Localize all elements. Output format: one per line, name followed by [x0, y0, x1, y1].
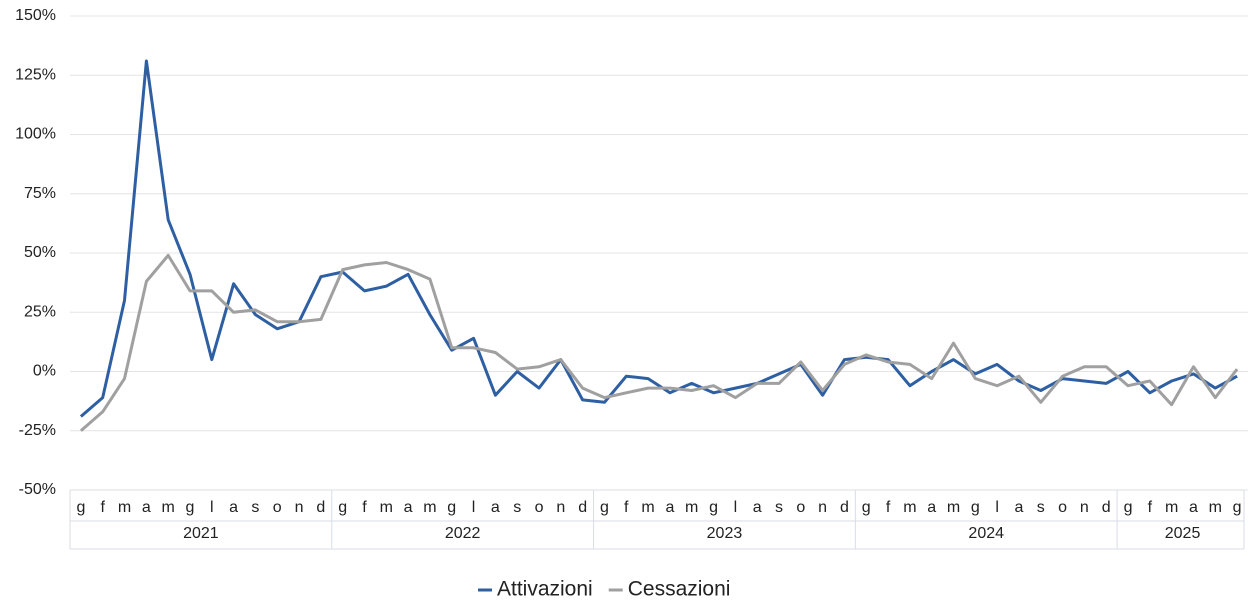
x-tick-label: a — [753, 499, 762, 516]
x-tick-label: f — [886, 499, 891, 516]
x-tick-label: n — [556, 499, 565, 516]
x-tick-label: g — [600, 499, 609, 516]
x-tick-label: n — [295, 499, 304, 516]
x-tick-label: a — [491, 499, 500, 516]
x-tick-label: a — [927, 499, 936, 516]
x-tick-label: s — [251, 499, 259, 516]
x-tick-label: f — [362, 499, 367, 516]
x-tick-label: m — [641, 499, 654, 516]
series-line — [79, 59, 1238, 418]
x-tick-label: o — [273, 499, 282, 516]
x-tick-label: m — [685, 499, 698, 516]
x-tick-label: m — [162, 499, 175, 516]
y-tick-label: 25% — [24, 303, 56, 320]
x-tick-label: a — [404, 499, 413, 516]
x-tick-label: m — [1165, 499, 1178, 516]
x-tick-label: a — [1189, 499, 1198, 516]
x-tick-label: g — [76, 499, 85, 516]
x-tick-label: d — [1102, 499, 1111, 516]
x-tick-label: n — [818, 499, 827, 516]
x-tick-label: s — [513, 499, 521, 516]
x-tick-label: l — [995, 499, 999, 516]
y-tick-label: 150% — [15, 7, 56, 24]
x-tick-label: l — [734, 499, 738, 516]
group-label: 2022 — [445, 525, 481, 542]
y-tick-label: -25% — [19, 422, 56, 439]
group-label: 2021 — [183, 525, 219, 542]
x-tick-label: l — [210, 499, 214, 516]
y-tick-label: 0% — [33, 363, 56, 380]
x-tick-label: s — [775, 499, 783, 516]
x-tick-label: m — [947, 499, 960, 516]
y-tick-label: 125% — [15, 66, 56, 83]
x-tick-label: g — [971, 499, 980, 516]
group-label: 2023 — [707, 525, 743, 542]
x-tick-label: s — [1037, 499, 1045, 516]
x-tick-label: g — [338, 499, 347, 516]
x-tick-label: a — [229, 499, 238, 516]
x-tick-label: o — [796, 499, 805, 516]
legend-label: Attivazioni — [497, 578, 593, 601]
x-tick-label: f — [100, 499, 105, 516]
group-label: 2025 — [1165, 525, 1201, 542]
x-tick-label: g — [186, 499, 195, 516]
series-line — [79, 253, 1239, 432]
x-tick-label: a — [665, 499, 674, 516]
x-tick-label: f — [624, 499, 629, 516]
x-tick-label: d — [316, 499, 325, 516]
x-tick-label: m — [380, 499, 393, 516]
x-tick-label: g — [709, 499, 718, 516]
x-tick-label: d — [840, 499, 849, 516]
y-tick-label: -50% — [19, 481, 56, 498]
y-tick-label: 50% — [24, 244, 56, 261]
group-label: 2024 — [968, 525, 1004, 542]
x-tick-label: m — [118, 499, 131, 516]
x-tick-label: d — [578, 499, 587, 516]
x-tick-label: g — [862, 499, 871, 516]
x-tick-label: m — [423, 499, 436, 516]
x-tick-label: l — [472, 499, 476, 516]
y-tick-label: 75% — [24, 185, 56, 202]
x-tick-label: g — [1124, 499, 1133, 516]
x-tick-label: g — [447, 499, 456, 516]
x-tick-label: g — [1233, 499, 1242, 516]
x-tick-label: m — [903, 499, 916, 516]
x-tick-label: f — [1148, 499, 1153, 516]
x-tick-label: n — [1080, 499, 1089, 516]
x-tick-label: o — [1058, 499, 1067, 516]
x-tick-label: o — [535, 499, 544, 516]
x-tick-label: m — [1209, 499, 1222, 516]
x-tick-label: a — [1014, 499, 1023, 516]
x-tick-label: a — [142, 499, 151, 516]
y-tick-label: 100% — [15, 126, 56, 143]
legend-label: Cessazioni — [628, 578, 731, 601]
